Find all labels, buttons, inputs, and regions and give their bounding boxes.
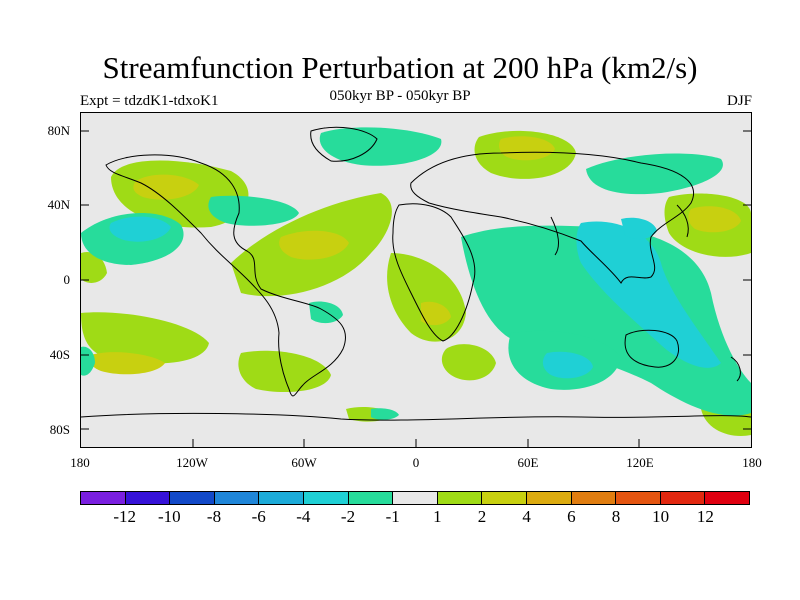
lon-label-180e: 180 — [742, 455, 762, 470]
colorbar-swatch — [348, 492, 394, 504]
map-subtitle: 050kyr BP - 050kyr BP — [329, 88, 471, 104]
map-canvas — [81, 113, 751, 447]
lat-label-0: 0 — [63, 272, 71, 287]
colorbar-label: -4 — [296, 507, 311, 526]
colorbar-label: 1 — [433, 507, 442, 526]
negative-contours-level2 — [109, 216, 721, 379]
lon-label-0: 0 — [412, 455, 420, 470]
colorbar-label: 4 — [522, 507, 531, 526]
lat-label-40n: 40N — [47, 197, 70, 212]
colorbar-swatch — [303, 492, 349, 504]
lat-label-40s: 40S — [49, 347, 70, 362]
colorbar-label: 10 — [652, 507, 670, 526]
colorbar-swatch — [259, 492, 304, 504]
lon-label-120e: 120E — [626, 455, 654, 470]
colorbar-swatch — [571, 492, 617, 504]
colorbar-label: 6 — [567, 507, 576, 526]
graticule-ticks — [81, 130, 751, 447]
colorbar-label: -8 — [206, 507, 222, 526]
colorbar-label: -1 — [385, 507, 400, 526]
colorbar-swatch — [482, 492, 527, 504]
lat-label-80n: 80N — [47, 123, 70, 138]
colorbar-swatch — [214, 492, 260, 504]
colorbar-label: -2 — [340, 507, 356, 526]
colorbar-label: -6 — [251, 507, 266, 526]
lat-label-80s: 80S — [49, 422, 70, 437]
lon-label-120w: 120W — [176, 455, 208, 470]
colorbar-label: 12 — [696, 507, 714, 526]
colorbar — [80, 491, 750, 505]
colorbar-swatch — [170, 492, 215, 504]
colorbar-label: 2 — [477, 507, 487, 526]
lon-label-180w: 180 — [70, 455, 90, 470]
colorbar-swatch — [437, 492, 483, 504]
colorbar-label: 8 — [611, 507, 621, 526]
positive-contours-level2 — [89, 136, 741, 375]
map-title: Streamfunction Perturbation at 200 hPa (… — [102, 50, 698, 85]
colorbar-swatch — [705, 492, 749, 504]
lon-label-60w: 60W — [291, 455, 317, 470]
season-label: DJF — [726, 93, 752, 109]
colorbar-swatch — [81, 492, 126, 504]
colorbar-swatch — [660, 492, 706, 504]
map-panel — [80, 112, 752, 448]
colorbar-label: -12 — [113, 507, 136, 526]
lon-label-60e: 60E — [517, 455, 539, 470]
colorbar-swatch — [125, 492, 171, 504]
experiment-label: Expt = tdzdK1-tdxoK1 — [80, 93, 219, 109]
coastline-outlines — [81, 126, 751, 421]
colorbar-label: -10 — [157, 507, 181, 526]
colorbar-swatch — [393, 492, 438, 504]
colorbar-swatch — [526, 492, 572, 504]
colorbar-swatch — [616, 492, 661, 504]
